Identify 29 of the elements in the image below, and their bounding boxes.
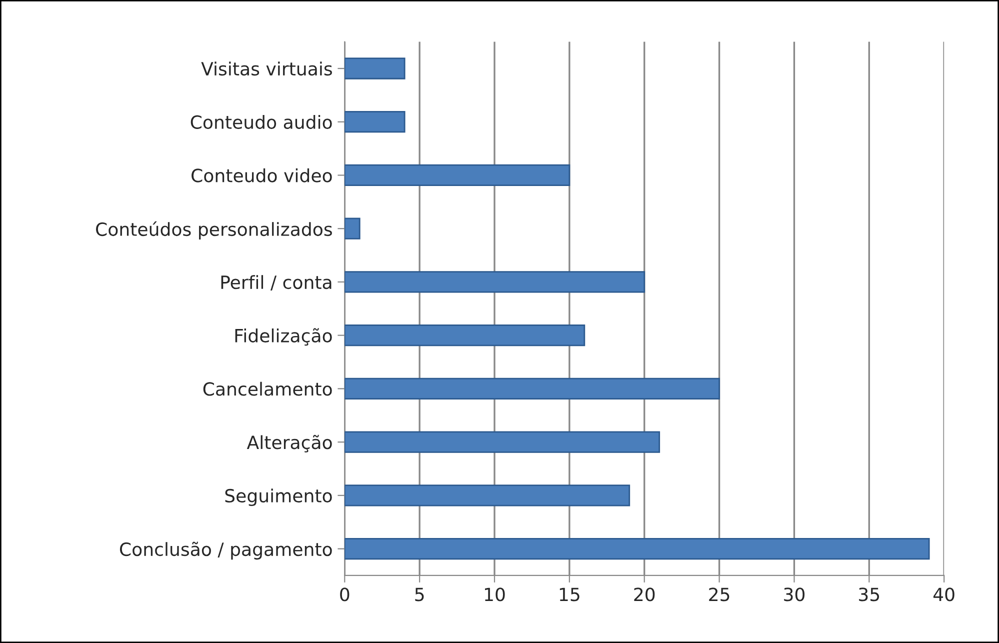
x-tick-label: 35 <box>859 588 880 602</box>
x-tick-label: 5 <box>415 588 424 602</box>
y-tick-label: Conteúdos personalizados <box>96 221 332 240</box>
y-tick-label: Seguimento <box>225 488 332 506</box>
bar <box>344 378 720 400</box>
bar <box>344 538 930 560</box>
x-tick-label: 10 <box>485 588 505 602</box>
y-tick-label: Conteudo video <box>192 168 332 182</box>
y-tick-label: Conclusão / pagamento <box>120 542 332 560</box>
y-tick-label: Visitas virtuais <box>201 62 332 76</box>
bar <box>344 324 586 346</box>
y-tick-label: Cancelamento <box>203 382 332 396</box>
y-tick-label: Alteração <box>246 434 332 452</box>
bar <box>344 271 646 293</box>
y-tick-label: Conteudo audio <box>190 114 332 129</box>
y-tick-label: Fidelização <box>235 328 332 346</box>
x-tick-label: 20 <box>634 588 655 602</box>
x-tick-label: 15 <box>560 588 580 602</box>
bar <box>344 431 660 453</box>
x-tick-label: 40 <box>933 588 954 602</box>
x-tick-label: 25 <box>709 588 730 602</box>
x-tick-label: 30 <box>784 588 804 602</box>
bar <box>344 484 630 506</box>
y-tick-label: Perfil / conta <box>221 275 332 290</box>
bar <box>344 164 570 186</box>
bar <box>344 218 360 240</box>
x-tick-label: 0 <box>340 588 350 602</box>
bar <box>344 58 406 80</box>
bar <box>344 111 406 133</box>
